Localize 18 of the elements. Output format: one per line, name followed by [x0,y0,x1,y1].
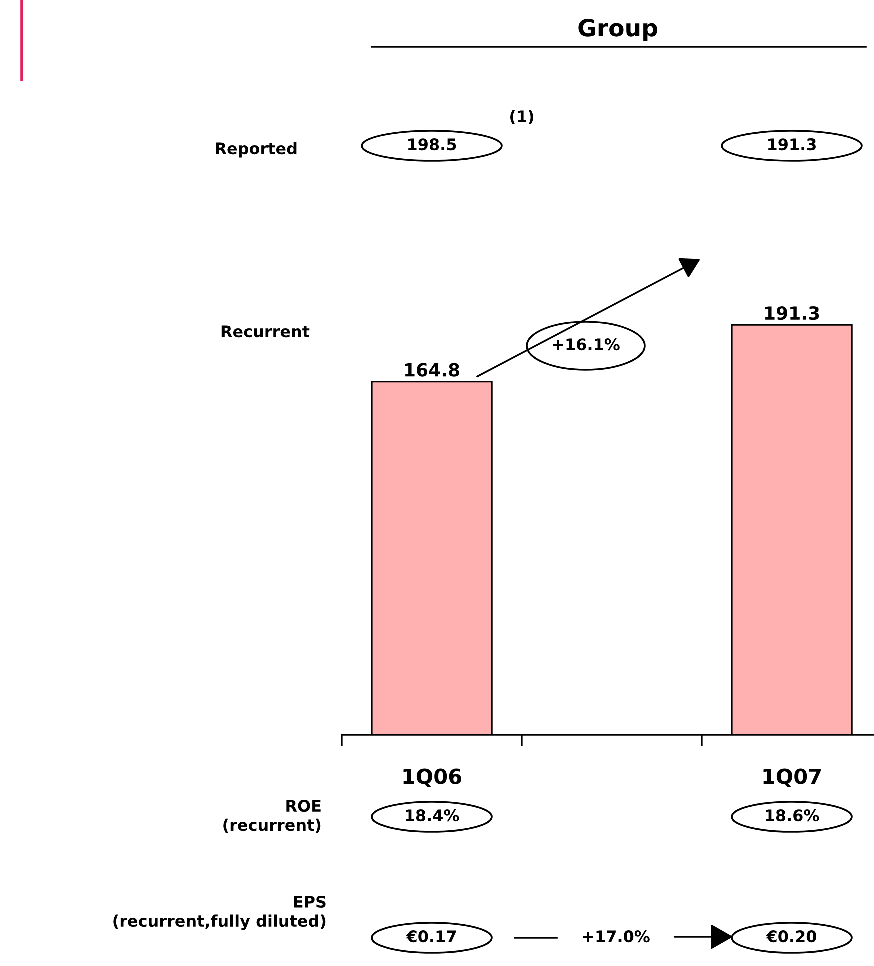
text: EPS (recurrent,fully diluted) [114,896,326,930]
text: 198.5 [408,138,456,151]
text: Reported [216,142,297,158]
data-label: 164.8 [405,363,460,377]
text: €0.17 [406,930,456,943]
text: 18.4% [406,810,460,822]
text: Recurrent [222,326,310,338]
text: (1) [510,110,534,125]
chart-title: Group [578,18,658,42]
annotation: +16.1% [553,338,620,351]
text: 18.6% [766,810,820,822]
text: 191.3 [768,138,816,151]
text: €0.20 [766,930,816,943]
text: ROE (recurrent) [224,800,321,834]
x-tick-label: 1Q06 [404,768,462,788]
text: +17.0% [583,930,650,943]
x-tick-label: 1Q07 [764,768,821,788]
data-label: 191.3 [765,306,820,320]
